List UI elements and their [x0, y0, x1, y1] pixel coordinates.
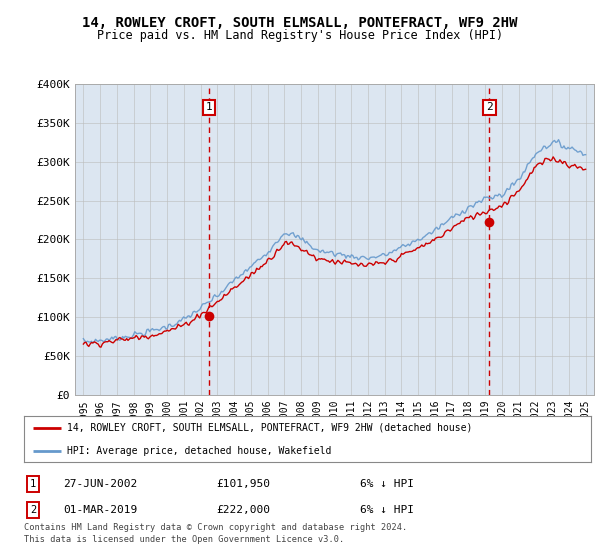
Text: 14, ROWLEY CROFT, SOUTH ELMSALL, PONTEFRACT, WF9 2HW (detached house): 14, ROWLEY CROFT, SOUTH ELMSALL, PONTEFR… [67, 423, 472, 432]
Text: This data is licensed under the Open Government Licence v3.0.: This data is licensed under the Open Gov… [24, 535, 344, 544]
Text: 1: 1 [30, 479, 36, 489]
Text: Contains HM Land Registry data © Crown copyright and database right 2024.: Contains HM Land Registry data © Crown c… [24, 523, 407, 532]
Text: Price paid vs. HM Land Registry's House Price Index (HPI): Price paid vs. HM Land Registry's House … [97, 29, 503, 42]
Text: 27-JUN-2002: 27-JUN-2002 [63, 479, 137, 489]
Text: 6% ↓ HPI: 6% ↓ HPI [360, 505, 414, 515]
Text: 01-MAR-2019: 01-MAR-2019 [63, 505, 137, 515]
Text: 2: 2 [30, 505, 36, 515]
Text: 14, ROWLEY CROFT, SOUTH ELMSALL, PONTEFRACT, WF9 2HW: 14, ROWLEY CROFT, SOUTH ELMSALL, PONTEFR… [82, 16, 518, 30]
Text: 1: 1 [206, 102, 212, 113]
Text: HPI: Average price, detached house, Wakefield: HPI: Average price, detached house, Wake… [67, 446, 331, 455]
Text: £101,950: £101,950 [216, 479, 270, 489]
Text: 6% ↓ HPI: 6% ↓ HPI [360, 479, 414, 489]
Text: £222,000: £222,000 [216, 505, 270, 515]
Text: 2: 2 [486, 102, 493, 113]
